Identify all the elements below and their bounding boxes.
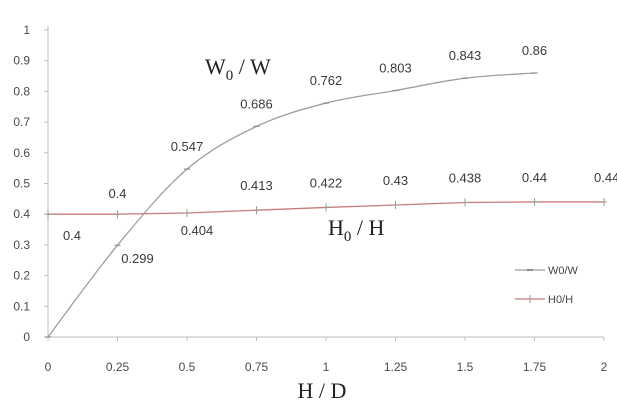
x-tick-label: 2 [601, 360, 608, 374]
data-label: 0.547 [171, 139, 204, 154]
data-label: 0.803 [379, 60, 412, 75]
legend: W0/W H0/H [515, 265, 579, 306]
y-tick-label: 0.3 [13, 238, 30, 252]
curve-annotation: H0 / H [328, 215, 385, 245]
x-tick-label: 0.5 [179, 360, 196, 374]
data-label: 0.4 [108, 186, 126, 201]
data-label: 0.44 [594, 170, 617, 185]
data-label: 0.438 [449, 171, 482, 186]
data-labels: 0.299 0.547 0.686 0.762 0.803 0.843 0.86 0.4 0.4… [63, 43, 617, 266]
y-tick-label: 0.2 [13, 269, 30, 283]
y-tick-label: 0.5 [13, 177, 30, 191]
x-tick-label: 0 [45, 360, 52, 374]
x-tick-label: 1.5 [457, 360, 474, 374]
data-label: 0.299 [121, 251, 154, 266]
x-tick-label: 1.25 [384, 360, 408, 374]
legend-label: W0/W [548, 265, 579, 277]
x-tick-label: 0.25 [106, 360, 130, 374]
x-axis-title: H / D [298, 378, 347, 403]
series-line-0 [47, 72, 535, 338]
data-label: 0.86 [522, 43, 547, 58]
y-tick-label: 0.1 [13, 299, 30, 313]
data-label: 0.422 [310, 175, 343, 190]
x-tick-label: 0.75 [245, 360, 269, 374]
data-label: 0.404 [181, 223, 214, 238]
data-label: 0.413 [240, 178, 273, 193]
series-layer [45, 72, 607, 338]
x-tick-label: 1 [323, 360, 330, 374]
annotations: W0 / W H0 / H [205, 54, 385, 245]
x-tick-label: 1.75 [523, 360, 547, 374]
data-label: 0.43 [383, 173, 408, 188]
y-tick-label: 0.8 [13, 84, 30, 98]
axes: 0 0.1 0.2 0.3 0.4 0.5 0.6 0.7 0.8 0.9 1 0 0.25 0.5 0.7… [13, 23, 607, 374]
y-tick-label: 0.4 [13, 207, 30, 221]
legend-label: H0/H [548, 294, 573, 306]
data-label: 0.843 [449, 48, 482, 63]
data-label: 0.4 [63, 228, 81, 243]
data-label: 0.762 [310, 73, 343, 88]
y-tick-label: 0.6 [13, 146, 30, 160]
data-label: 0.686 [240, 96, 273, 111]
data-label: 0.44 [522, 170, 547, 185]
curve-annotation: W0 / W [205, 54, 271, 84]
y-tick-label: 0.9 [13, 54, 30, 68]
y-tick-label: 0.7 [13, 115, 30, 129]
y-tick-label: 0 [23, 330, 30, 344]
y-tick-label: 1 [23, 23, 30, 37]
